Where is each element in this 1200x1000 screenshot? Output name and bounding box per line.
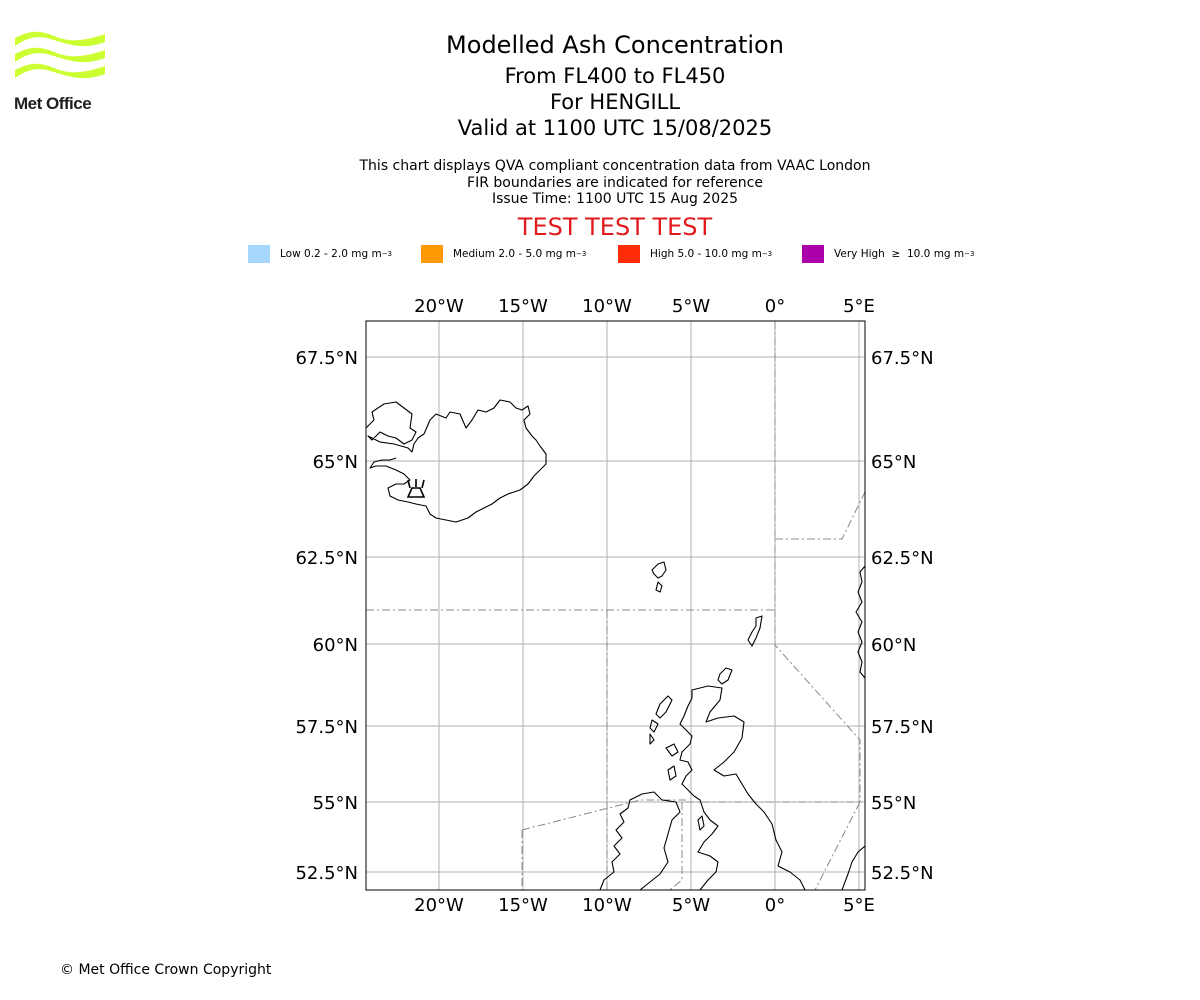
right-lat-tick-label: 60°N bbox=[871, 635, 916, 656]
map-frame bbox=[365, 320, 866, 891]
norway-coast bbox=[855, 565, 865, 679]
bottom-lon-tick-label: 5°E bbox=[843, 895, 875, 916]
left-lat-tick-label: 60°N bbox=[313, 635, 358, 656]
title-block: Modelled Ash Concentration From FL400 to… bbox=[0, 30, 1200, 242]
top-lon-tick-label: 0° bbox=[765, 296, 785, 317]
legend-item-very-high: Very High ≥ 10.0 mg m −3 bbox=[802, 244, 974, 264]
graticule bbox=[366, 321, 865, 890]
right-lat-tick-label: 57.5°N bbox=[871, 717, 934, 738]
subtitle-line-1: This chart displays QVA compliant concen… bbox=[359, 158, 871, 174]
met-office-wordmark: Met Office bbox=[14, 94, 92, 113]
subtitle-line-2: FIR boundaries are indicated for referen… bbox=[467, 174, 763, 191]
left-lat-tick-label: 57.5°N bbox=[295, 717, 358, 738]
shetland-islands bbox=[747, 615, 763, 647]
issue-time: Issue Time: 1100 UTC 15 Aug 2025 bbox=[491, 191, 739, 207]
right-lat-tick-label: 62.5°N bbox=[871, 548, 934, 569]
fir-boundaries bbox=[366, 321, 865, 890]
legend-swatch-medium bbox=[421, 245, 443, 263]
legend-sup-low: −3 bbox=[381, 250, 393, 258]
top-lon-tick-label: 15°W bbox=[498, 296, 548, 317]
top-lon-tick-label: 5°W bbox=[672, 296, 710, 317]
legend-label-low: Low 0.2 - 2.0 mg m bbox=[280, 248, 382, 260]
legend-item-medium: Medium 2.0 - 5.0 mg m −3 bbox=[421, 244, 586, 264]
left-lat-tick-label: 55°N bbox=[313, 793, 358, 814]
left-lat-tick-label: 52.5°N bbox=[295, 863, 358, 884]
continental-coast bbox=[841, 845, 865, 890]
bottom-lon-tick-label: 5°W bbox=[672, 895, 710, 916]
bottom-lon-tick-label: 15°W bbox=[498, 895, 548, 916]
legend-swatch-high bbox=[618, 245, 640, 263]
inner-hebrides bbox=[665, 743, 679, 781]
test-banner: TEST TEST TEST bbox=[517, 212, 713, 241]
legend-swatch-very-high bbox=[802, 245, 824, 263]
ireland-coast bbox=[599, 791, 681, 890]
legend-item-high: High 5.0 - 10.0 mg m −3 bbox=[618, 244, 772, 264]
left-lat-tick-label: 67.5°N bbox=[295, 348, 358, 369]
top-lon-tick-label: 10°W bbox=[582, 296, 632, 317]
isle-of-man bbox=[697, 815, 705, 831]
legend-label-medium: Medium 2.0 - 5.0 mg m bbox=[453, 248, 576, 260]
volcano-icon bbox=[406, 479, 426, 498]
top-lon-tick-label: 20°W bbox=[414, 296, 464, 317]
faroe-islands bbox=[651, 561, 667, 593]
left-lat-tick-label: 65°N bbox=[313, 452, 358, 473]
valid-time: Valid at 1100 UTC 15/08/2025 bbox=[457, 116, 773, 140]
top-lon-tick-label: 5°E bbox=[843, 296, 875, 317]
legend-label-very-high: Very High ≥ 10.0 mg m bbox=[834, 248, 965, 260]
coastlines bbox=[366, 399, 865, 890]
right-lat-tick-label: 52.5°N bbox=[871, 863, 934, 884]
right-lat-tick-label: 67.5°N bbox=[871, 348, 934, 369]
legend-label-high: High 5.0 - 10.0 mg m bbox=[650, 248, 762, 260]
copyright: © Met Office Crown Copyright bbox=[60, 962, 272, 978]
right-lat-tick-label: 65°N bbox=[871, 452, 916, 473]
right-lat-tick-label: 55°N bbox=[871, 793, 916, 814]
legend-item-low: Low 0.2 - 2.0 mg m −3 bbox=[248, 244, 392, 264]
flight-level-range: From FL400 to FL450 bbox=[504, 64, 726, 88]
iceland-coast bbox=[366, 399, 547, 523]
legend-sup-very-high: −3 bbox=[964, 250, 975, 258]
volcano-name: For HENGILL bbox=[549, 90, 681, 114]
axis-labels: 20°W 20°W 15°W 15°W 10°W 10°W 5°W 5°W 0° 0° 5°E 5°E… bbox=[295, 296, 933, 916]
legend-sup-high: −3 bbox=[761, 250, 773, 258]
bottom-lon-tick-label: 0° bbox=[765, 895, 785, 916]
map-content bbox=[366, 321, 865, 890]
outer-hebrides bbox=[649, 695, 673, 745]
met-office-logo: Met Office bbox=[14, 30, 110, 113]
legend-swatch-low bbox=[248, 245, 270, 263]
chart-title: Modelled Ash Concentration bbox=[446, 31, 784, 59]
legend-sup-medium: −3 bbox=[575, 250, 587, 258]
great-britain-coast bbox=[679, 685, 806, 890]
left-lat-tick-label: 62.5°N bbox=[295, 548, 358, 569]
bottom-lon-tick-label: 10°W bbox=[582, 895, 632, 916]
orkney-islands bbox=[717, 667, 733, 685]
met-office-waves-icon bbox=[15, 31, 105, 79]
bottom-lon-tick-label: 20°W bbox=[414, 895, 464, 916]
